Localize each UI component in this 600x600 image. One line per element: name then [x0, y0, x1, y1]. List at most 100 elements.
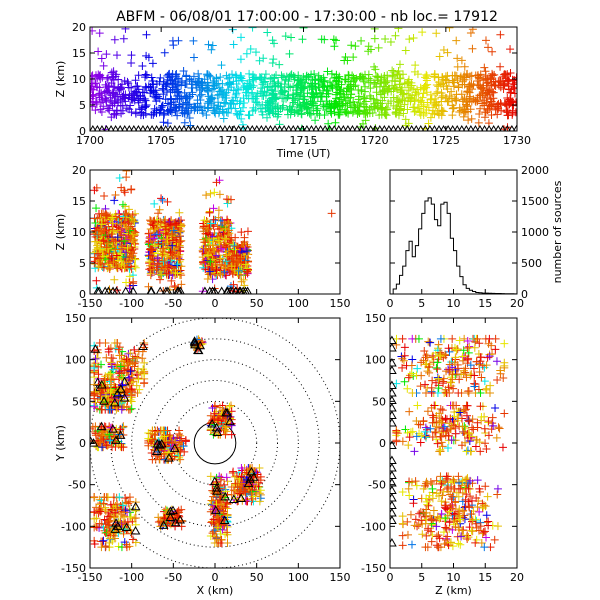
- source-point: [386, 97, 395, 106]
- source-point: [202, 83, 211, 92]
- source-point: [377, 103, 386, 112]
- source-point: [122, 543, 131, 552]
- source-point: [96, 500, 105, 509]
- source-point: [268, 58, 277, 67]
- source-point: [468, 415, 477, 424]
- source-point: [500, 409, 509, 418]
- source-point: [428, 106, 437, 115]
- source-point: [491, 102, 500, 111]
- source-point: [90, 390, 99, 399]
- source-point: [221, 503, 230, 511]
- source-point: [240, 237, 249, 246]
- source-point: [452, 36, 461, 45]
- source-point: [104, 518, 113, 527]
- source-point: [233, 110, 242, 119]
- source-point: [128, 210, 137, 219]
- figure-title: ABFM - 06/08/01 17:00:00 - 17:30:00 - nb…: [116, 9, 498, 25]
- source-point: [208, 41, 217, 50]
- y-tick-label: 5: [79, 99, 86, 112]
- x-axis-label: X (km): [197, 584, 234, 597]
- source-point: [123, 243, 132, 252]
- source-point: [343, 56, 352, 65]
- source-point: [426, 424, 435, 433]
- ground-strike-marker: [190, 339, 200, 349]
- source-point: [214, 206, 223, 215]
- source-point: [169, 226, 178, 235]
- ground-strike-marker: [236, 493, 247, 502]
- source-point: [113, 92, 122, 101]
- source-point: [225, 226, 234, 235]
- source-point: [167, 439, 176, 448]
- source-point: [145, 216, 154, 225]
- source-point: [452, 370, 461, 379]
- source-point: [199, 227, 208, 236]
- source-point: [117, 109, 126, 118]
- ground-strike-marker: [210, 286, 219, 294]
- x-tick-label: 150: [330, 571, 351, 584]
- source-point: [485, 334, 494, 343]
- y-axis-label: Z (km): [54, 214, 67, 251]
- source-point: [330, 42, 339, 51]
- source-point: [212, 73, 221, 82]
- source-point: [229, 77, 238, 86]
- source-point: [242, 49, 251, 58]
- source-point: [274, 81, 283, 90]
- source-point: [287, 33, 296, 42]
- source-point: [141, 70, 150, 79]
- source-point: [211, 527, 220, 536]
- source-point: [177, 81, 186, 90]
- source-point: [203, 251, 212, 260]
- source-point: [242, 247, 251, 256]
- y-tick-label: 100: [65, 354, 86, 367]
- source-point: [126, 349, 135, 358]
- source-point: [219, 230, 228, 239]
- source-point: [189, 36, 198, 45]
- source-point: [488, 69, 497, 78]
- source-point: [308, 93, 317, 102]
- source-point: [214, 213, 223, 222]
- source-point: [181, 436, 190, 445]
- histogram-bar: [463, 285, 466, 294]
- source-point: [468, 85, 477, 94]
- source-point: [119, 34, 128, 43]
- source-point: [258, 87, 267, 96]
- source-point: [238, 103, 247, 112]
- source-point: [487, 97, 496, 106]
- source-point: [218, 105, 227, 114]
- y-tick-label: 20: [72, 164, 86, 177]
- source-point: [398, 437, 407, 446]
- source-point: [364, 70, 373, 79]
- y-tick-label: 2000: [521, 164, 549, 177]
- source-point: [449, 475, 458, 484]
- source-point: [111, 212, 120, 221]
- source-point: [430, 99, 439, 108]
- source-point: [119, 443, 128, 452]
- source-point: [384, 84, 393, 93]
- source-point: [481, 439, 490, 448]
- source-point: [209, 106, 218, 115]
- source-point: [126, 262, 135, 271]
- source-point: [147, 448, 156, 457]
- source-point: [102, 441, 111, 450]
- source-point: [425, 363, 434, 372]
- source-point: [111, 508, 120, 517]
- source-point: [310, 93, 319, 102]
- source-point: [204, 40, 213, 49]
- source-point: [95, 438, 104, 447]
- source-point: [395, 60, 404, 69]
- ground-strike-marker: [158, 520, 169, 529]
- source-point: [216, 254, 225, 263]
- source-point: [175, 208, 184, 217]
- source-point: [400, 377, 409, 386]
- source-point: [435, 417, 444, 426]
- source-point: [121, 263, 130, 272]
- source-point: [409, 85, 418, 94]
- source-point: [488, 47, 497, 56]
- source-point: [432, 98, 441, 107]
- source-point: [396, 88, 405, 97]
- source-point: [448, 76, 457, 85]
- source-point: [459, 112, 468, 121]
- ground-strike-marker: [207, 418, 217, 428]
- source-point: [412, 432, 421, 441]
- source-point: [237, 464, 246, 472]
